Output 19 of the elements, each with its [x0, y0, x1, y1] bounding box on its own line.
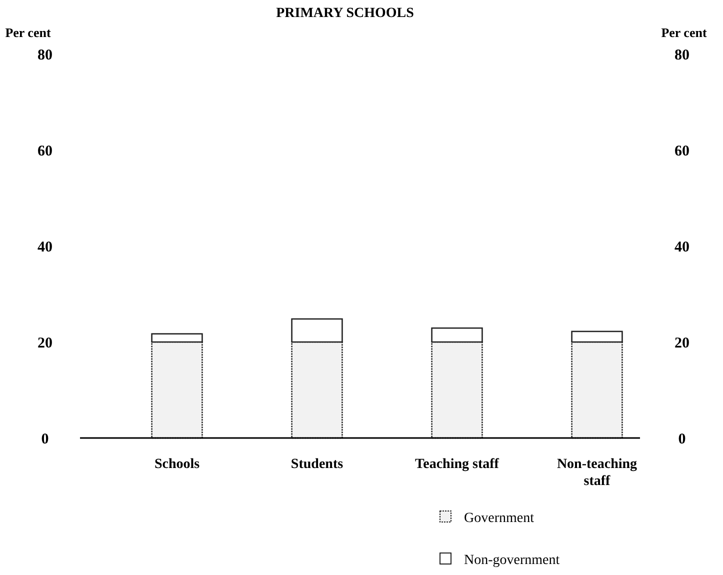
y-tick-label: 0: [41, 431, 49, 448]
y2-tick-label: 40: [674, 239, 690, 256]
x-tick-label: Schools: [154, 457, 200, 472]
y-tick-label: 80: [38, 47, 52, 64]
y2-tick-label: 80: [674, 47, 690, 64]
x-tick-label: Teaching staff: [415, 457, 500, 472]
legend-label: Government: [464, 511, 534, 526]
y-tick-label: 20: [38, 335, 52, 352]
y-axis-title: Per cent: [5, 25, 52, 40]
y2-tick-label: 0: [678, 431, 686, 448]
legend-label: Non-government: [464, 553, 560, 568]
y2-tick-label: 20: [674, 335, 690, 352]
y2-axis-title: Per cent: [661, 25, 708, 40]
x-tick-label: Non-teaching staff: [556, 457, 638, 489]
y-tick-label: 40: [38, 239, 52, 256]
chart-title: PRIMARY SCHOOLS: [276, 6, 414, 21]
x-tick-label: Students: [290, 457, 344, 472]
y2-tick-label: 60: [674, 143, 690, 160]
y-tick-label: 60: [38, 143, 52, 160]
